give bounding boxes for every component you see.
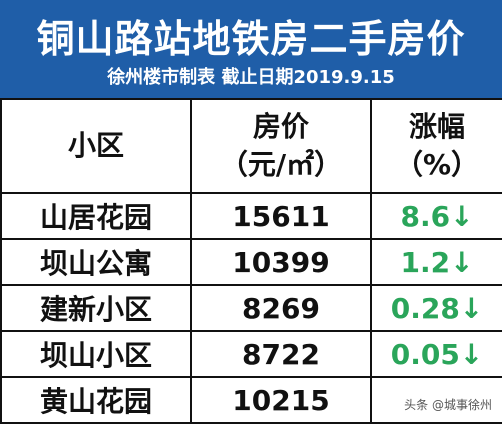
data-row: 坝山公寓 10399 1.2↓ xyxy=(0,238,502,286)
data-row: 建新小区 8269 0.28↓ xyxy=(0,284,502,332)
column-header: 小区 xyxy=(0,98,192,194)
watermark: 头条 @城事徐州 xyxy=(404,398,492,412)
name-cell: 山居花园 xyxy=(0,192,192,240)
header: 铜山路站地铁房二手房价 徐州楼市制表 截止日期2019.9.15 xyxy=(0,0,502,98)
price-cell: 10399 xyxy=(190,238,372,286)
title: 铜山路站地铁房二手房价 xyxy=(36,17,466,61)
column-header: 涨幅 （%） xyxy=(370,98,502,194)
name-cell: 黄山花园 xyxy=(0,376,192,424)
price-cell: 8269 xyxy=(190,284,372,332)
price-cell: 8722 xyxy=(190,330,372,378)
header-text: 涨幅 xyxy=(408,110,465,143)
price-cell: 15611 xyxy=(190,192,372,240)
change-cell: 1.2↓ xyxy=(370,238,502,286)
name-cell: 坝山公寓 xyxy=(0,238,192,286)
header-text: 小区 xyxy=(67,129,124,162)
header-text: 房价 xyxy=(252,110,309,143)
name-cell: 坝山小区 xyxy=(0,330,192,378)
subtitle: 徐州楼市制表 截止日期2019.9.15 xyxy=(107,67,395,88)
data-row: 坝山小区 8722 0.05↓ xyxy=(0,330,502,378)
header-text: （元/㎡） xyxy=(219,148,343,181)
change-cell: 8.6↓ xyxy=(370,192,502,240)
column-header: 房价 （元/㎡） xyxy=(190,98,372,194)
price-table: 小区 房价 （元/㎡） 涨幅 （%） 山居花园 15611 8.6↓ 坝山公寓 10399 1.2↓… xyxy=(0,98,502,424)
name-cell: 建新小区 xyxy=(0,284,192,332)
header-text: （%） xyxy=(394,148,480,181)
data-row: 黄山花园 10215 xyxy=(0,376,502,424)
header-row: 小区 房价 （元/㎡） 涨幅 （%） xyxy=(0,98,502,194)
change-cell: 0.28↓ xyxy=(370,284,502,332)
data-row: 山居花园 15611 8.6↓ xyxy=(0,192,502,240)
change-cell: 0.05↓ xyxy=(370,330,502,378)
price-cell: 10215 xyxy=(190,376,372,424)
